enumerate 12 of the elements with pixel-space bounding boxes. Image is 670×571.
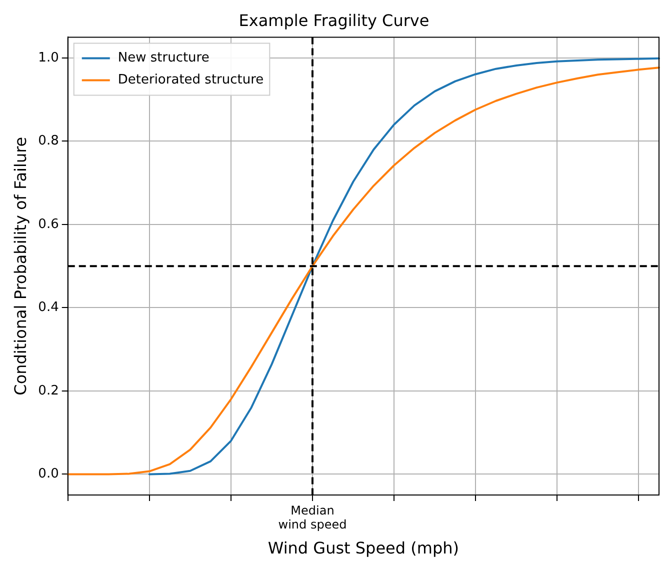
y-axis-title: Conditional Probability of Failure (10, 136, 30, 396)
y-tick-label: 0.8 (38, 134, 59, 149)
y-tick-label: 0.2 (38, 383, 59, 398)
legend-label: Deteriorated structure (118, 72, 264, 88)
y-tick-label: 1.0 (38, 50, 59, 66)
y-tick-label: 0.4 (38, 300, 59, 316)
x-axis-title: Wind Gust Speed (mph) (268, 538, 460, 558)
y-tick-label: 0.6 (38, 216, 59, 232)
y-tick-label: 0.0 (38, 466, 59, 482)
legend-label: New structure (118, 50, 210, 66)
chart-title: Example Fragility Curve (238, 10, 430, 30)
x-tick-label: Median wind speed (278, 503, 347, 532)
